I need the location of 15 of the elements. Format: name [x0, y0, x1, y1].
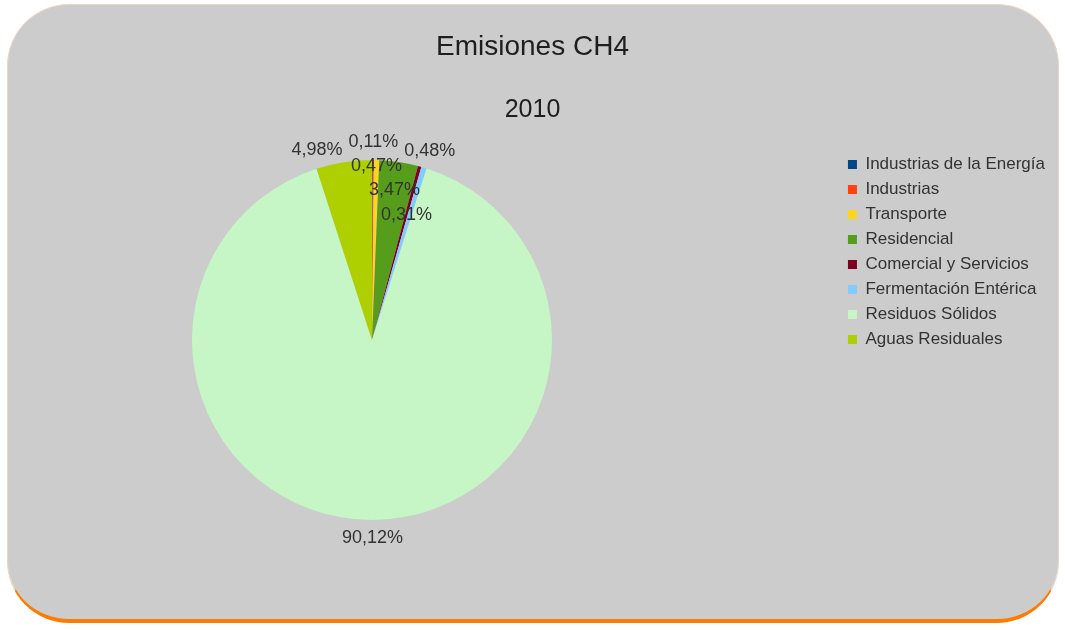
chart-title: Emisiones CH4 — [436, 29, 629, 61]
legend-label: Comercial y Servicios — [865, 254, 1029, 274]
data-label: 90,12% — [341, 526, 404, 547]
legend-label: Residencial — [865, 229, 954, 249]
legend-label: Fermentación Entérica — [865, 279, 1038, 299]
data-label: 4,98% — [291, 138, 343, 159]
data-label: 0,48% — [404, 139, 456, 160]
data-label: 0,31% — [380, 203, 432, 224]
chart-subtitle: 2010 — [504, 94, 561, 123]
legend-label: Residuos Sólidos — [865, 304, 997, 324]
data-label: 0,11% — [348, 130, 399, 151]
legend-label: Transporte — [865, 204, 948, 224]
legend-label: Aguas Residuales — [865, 329, 1003, 349]
legend-label: Industrias de la Energía — [865, 154, 1046, 174]
legend-label: Industrias — [865, 179, 940, 199]
